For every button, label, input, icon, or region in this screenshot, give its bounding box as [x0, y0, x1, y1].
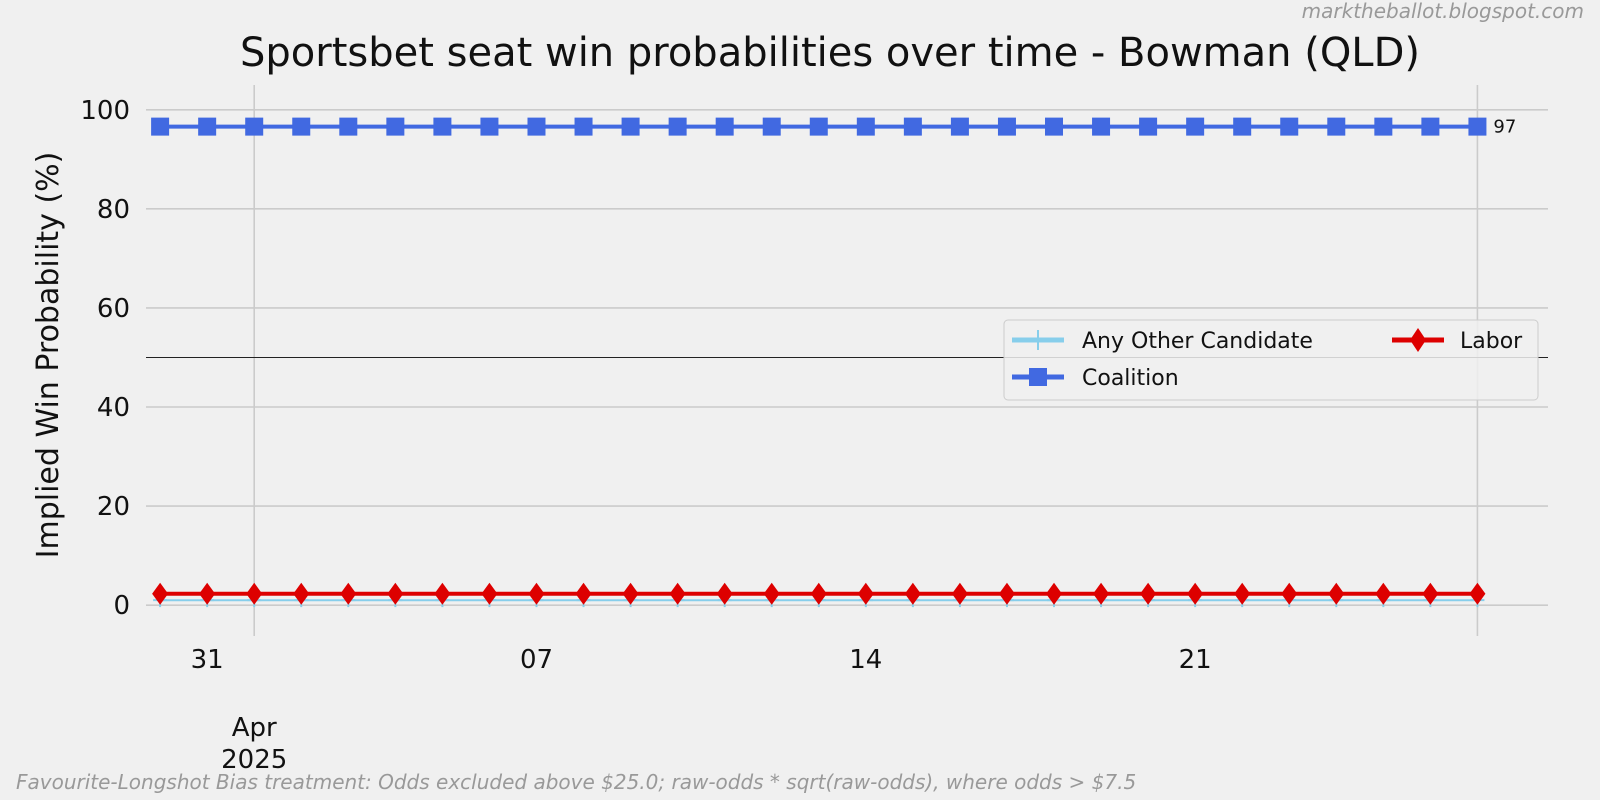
data-point	[1280, 117, 1299, 136]
data-point	[151, 117, 170, 136]
data-point	[716, 582, 733, 605]
data-point	[1045, 117, 1064, 136]
data-point	[386, 117, 405, 136]
data-point	[1093, 582, 1110, 605]
legend-label-coalition: Coalition	[1082, 366, 1179, 391]
end-label-coalition: 97	[1493, 117, 1516, 138]
legend: Any Other Candidate Coalition Labor	[1003, 319, 1539, 401]
data-point	[903, 117, 922, 136]
data-point	[715, 117, 734, 136]
data-point	[951, 582, 968, 605]
data-point	[1234, 582, 1251, 605]
data-point	[1187, 582, 1204, 605]
data-point	[481, 582, 498, 605]
data-point	[1469, 582, 1486, 605]
data-point	[574, 117, 593, 136]
data-point	[997, 117, 1016, 136]
y-tick-label: 60	[97, 294, 130, 324]
data-point	[950, 117, 969, 136]
data-point	[1375, 582, 1392, 605]
data-point	[1327, 117, 1346, 136]
data-point	[1139, 117, 1158, 136]
series-labor	[152, 582, 1486, 605]
series-layer: 97	[151, 117, 1516, 608]
data-point	[339, 117, 358, 136]
data-point	[621, 117, 640, 136]
chart-title: Sportsbet seat win probabilities over ti…	[240, 30, 1420, 76]
legend-marker-square	[1029, 368, 1047, 386]
legend-label-any-other-candidate: Any Other Candidate	[1082, 329, 1313, 354]
data-point	[480, 117, 499, 136]
legend-marker-plus	[1028, 330, 1048, 350]
y-axis-label: Implied Win Probability (%)	[31, 152, 66, 559]
data-point	[433, 117, 452, 136]
legend-label-labor: Labor	[1460, 329, 1523, 354]
y-tick-label: 40	[97, 393, 130, 423]
data-point	[246, 582, 263, 605]
data-point	[622, 582, 639, 605]
data-point	[1140, 582, 1157, 605]
data-point	[199, 582, 216, 605]
data-point	[527, 117, 546, 136]
data-point	[1421, 117, 1440, 136]
data-point	[1281, 582, 1298, 605]
data-point	[152, 582, 169, 605]
data-point	[809, 117, 828, 136]
data-point	[1233, 117, 1252, 136]
legend-entry-any-other-candidate: Any Other Candidate	[1012, 329, 1313, 354]
footnote: Favourite-Longshot Bias treatment: Odds …	[16, 770, 1136, 794]
data-point	[857, 582, 874, 605]
data-point	[198, 117, 217, 136]
data-point	[292, 117, 311, 136]
data-point	[1422, 582, 1439, 605]
y-tick-label: 0	[113, 591, 130, 621]
y-tick-label: 20	[97, 492, 130, 522]
data-point	[1468, 117, 1487, 136]
series-coalition: 97	[151, 117, 1516, 138]
y-tick-label: 80	[97, 195, 130, 225]
x-tick-label: 31	[191, 645, 224, 675]
data-point	[575, 582, 592, 605]
data-point	[998, 582, 1015, 605]
data-point	[1328, 582, 1345, 605]
data-point	[434, 582, 451, 605]
grid	[146, 85, 1548, 636]
data-point	[763, 582, 780, 605]
data-point	[1374, 117, 1393, 136]
data-point	[293, 582, 310, 605]
x-tick-label: 14	[849, 645, 882, 675]
data-point	[762, 117, 781, 136]
data-point	[904, 582, 921, 605]
data-point	[245, 117, 264, 136]
data-point	[340, 582, 357, 605]
data-point	[528, 582, 545, 605]
y-tick-label: 100	[80, 96, 130, 126]
data-point	[669, 582, 686, 605]
major-tick-month-label: Apr	[232, 713, 277, 743]
data-point	[1186, 117, 1205, 136]
data-point	[810, 582, 827, 605]
data-point	[1046, 582, 1063, 605]
legend-marker-diamond	[1410, 328, 1426, 352]
legend-entry-labor: Labor	[1392, 328, 1523, 354]
data-point	[1092, 117, 1111, 136]
watermark: marktheballot.blogspot.com	[1302, 0, 1584, 23]
tick-labels: 0 20 40 60 80 100 31 07 14 21	[80, 96, 1211, 675]
major-tick-year-label: 2025	[221, 745, 287, 775]
x-tick-label: 21	[1179, 645, 1212, 675]
data-point	[387, 582, 404, 605]
x-tick-label: 07	[520, 645, 553, 675]
legend-entry-coalition: Coalition	[1012, 366, 1179, 391]
data-point	[856, 117, 875, 136]
data-point	[668, 117, 687, 136]
